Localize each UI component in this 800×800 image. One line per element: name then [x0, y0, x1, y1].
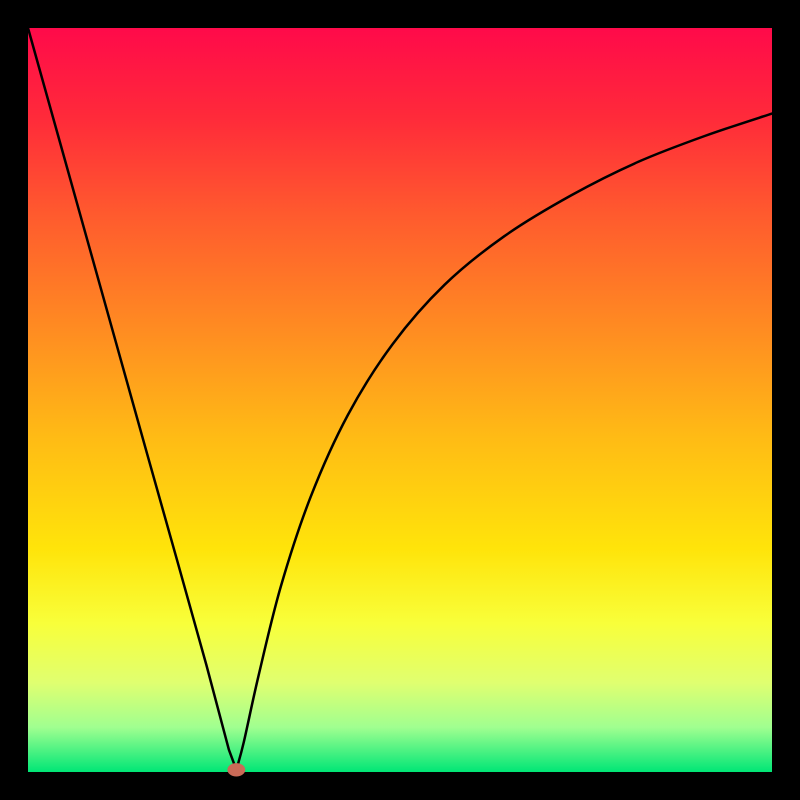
chart-svg — [0, 0, 800, 800]
chart-frame: TheBottleneck.com — [0, 0, 800, 800]
gradient-background — [28, 28, 772, 772]
minimum-marker — [227, 763, 245, 776]
plot-area — [0, 0, 800, 800]
